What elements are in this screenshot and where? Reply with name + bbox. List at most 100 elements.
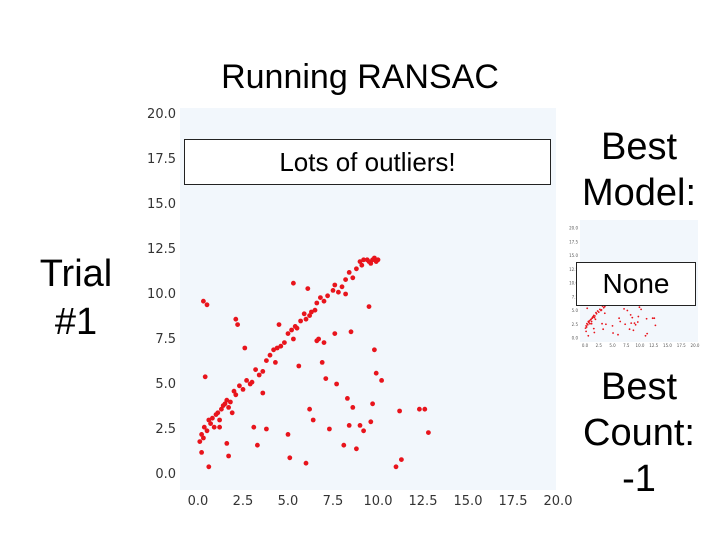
data-point xyxy=(197,439,203,444)
x-tick-label: 15.0 xyxy=(454,494,483,509)
data-point xyxy=(354,446,359,452)
mini-data-point xyxy=(603,312,606,315)
data-point xyxy=(287,455,293,461)
y-tick-label: 15.0 xyxy=(147,197,176,212)
data-point xyxy=(260,390,266,396)
data-point xyxy=(240,387,246,392)
mini-data-point xyxy=(611,325,614,327)
mini-data-point xyxy=(597,311,600,314)
mini-data-point xyxy=(598,308,601,311)
mini-data-point xyxy=(612,332,614,334)
mini-data-point xyxy=(588,320,591,322)
data-point xyxy=(224,397,230,403)
mini-data-point xyxy=(590,320,593,323)
data-point xyxy=(229,410,235,416)
mini-data-point xyxy=(653,317,656,320)
data-point xyxy=(271,347,276,353)
mini-data-point xyxy=(619,320,622,323)
mini-data-point xyxy=(605,323,607,326)
data-point xyxy=(341,442,347,448)
mini-data-point xyxy=(601,322,603,325)
mini-data-point xyxy=(631,316,634,319)
data-point xyxy=(305,286,311,291)
data-point xyxy=(204,302,210,308)
data-point xyxy=(233,316,239,322)
data-point xyxy=(217,417,223,423)
data-point xyxy=(249,379,255,385)
data-point xyxy=(373,370,379,376)
data-point xyxy=(372,255,377,261)
data-point xyxy=(426,430,431,435)
mini-data-point xyxy=(587,321,590,324)
data-point xyxy=(368,419,374,425)
data-point xyxy=(199,450,205,455)
data-point xyxy=(291,336,296,342)
data-point xyxy=(321,298,327,304)
main-y-axis: 0.0 2.5 5.0 7.5 10.0 12.5 15.0 17.5 20.0 xyxy=(147,107,176,482)
data-point xyxy=(343,291,348,297)
mini-y-axis: 20.0 17.5 15.0 12.5 10.0 7.5 5.0 2.5 0.0 xyxy=(569,226,578,341)
mini-x-tick-label: 12.5 xyxy=(649,343,658,348)
data-point xyxy=(309,309,314,315)
data-point xyxy=(264,358,269,363)
data-point xyxy=(226,453,232,459)
mini-x-tick-label: 0.0 xyxy=(582,343,589,348)
data-point xyxy=(422,406,428,412)
mini-x-tick-label: 10.0 xyxy=(636,343,645,348)
data-point xyxy=(251,424,257,430)
data-point xyxy=(397,408,402,414)
mini-data-point xyxy=(586,307,589,310)
mini-x-axis: 0.0 2.5 5.0 7.5 10.0 12.5 15.0 17.5 20.0 xyxy=(582,343,700,348)
data-point xyxy=(285,432,291,437)
data-point xyxy=(298,318,303,324)
x-tick-label: 17.5 xyxy=(499,494,528,509)
mini-data-point xyxy=(644,334,647,337)
mini-y-tick-label: 5.0 xyxy=(572,308,579,313)
slide-title: Running RANSAC xyxy=(221,58,499,96)
data-point xyxy=(206,417,212,423)
mini-data-point xyxy=(651,317,654,320)
mini-data-point xyxy=(593,316,596,319)
mini-y-tick-label: 0.0 xyxy=(572,336,579,341)
mini-x-tick-label: 7.5 xyxy=(623,343,630,348)
data-point xyxy=(267,352,273,358)
mini-data-point xyxy=(595,312,598,315)
data-point xyxy=(372,347,377,353)
mini-data-point xyxy=(630,322,633,325)
mini-data-point xyxy=(590,318,592,321)
data-point xyxy=(199,432,205,437)
data-point xyxy=(201,424,207,430)
mini-data-point xyxy=(602,328,605,331)
mini-data-point xyxy=(584,327,587,329)
mini-data-point xyxy=(592,327,595,330)
data-point xyxy=(255,442,260,448)
mini-data-point xyxy=(628,328,631,331)
data-point xyxy=(273,360,278,365)
data-point xyxy=(217,424,223,430)
data-point xyxy=(327,426,332,432)
data-point xyxy=(215,410,221,416)
data-point xyxy=(224,441,230,446)
mini-x-tick-label: 15.0 xyxy=(663,343,672,348)
mini-data-point xyxy=(618,317,620,320)
data-point xyxy=(316,336,321,342)
mini-data-point xyxy=(590,322,593,325)
outliers-callout: Lots of outliers! xyxy=(184,139,551,185)
data-point xyxy=(350,275,356,281)
mini-data-point xyxy=(624,323,627,326)
data-point xyxy=(379,378,384,383)
mini-y-tick-label: 17.5 xyxy=(569,239,578,244)
data-point xyxy=(211,424,217,430)
main-scatter-points xyxy=(197,255,431,470)
mini-data-point xyxy=(586,323,589,326)
data-point xyxy=(233,392,239,398)
mini-data-point xyxy=(640,308,642,311)
mini-data-point xyxy=(587,334,590,337)
data-point xyxy=(210,415,215,421)
mini-data-point xyxy=(593,331,596,334)
data-point xyxy=(274,345,280,351)
mini-y-tick-label: 15.0 xyxy=(569,253,578,258)
x-tick-label: 12.5 xyxy=(409,494,438,509)
mini-data-point xyxy=(594,315,596,317)
data-point xyxy=(339,284,345,290)
